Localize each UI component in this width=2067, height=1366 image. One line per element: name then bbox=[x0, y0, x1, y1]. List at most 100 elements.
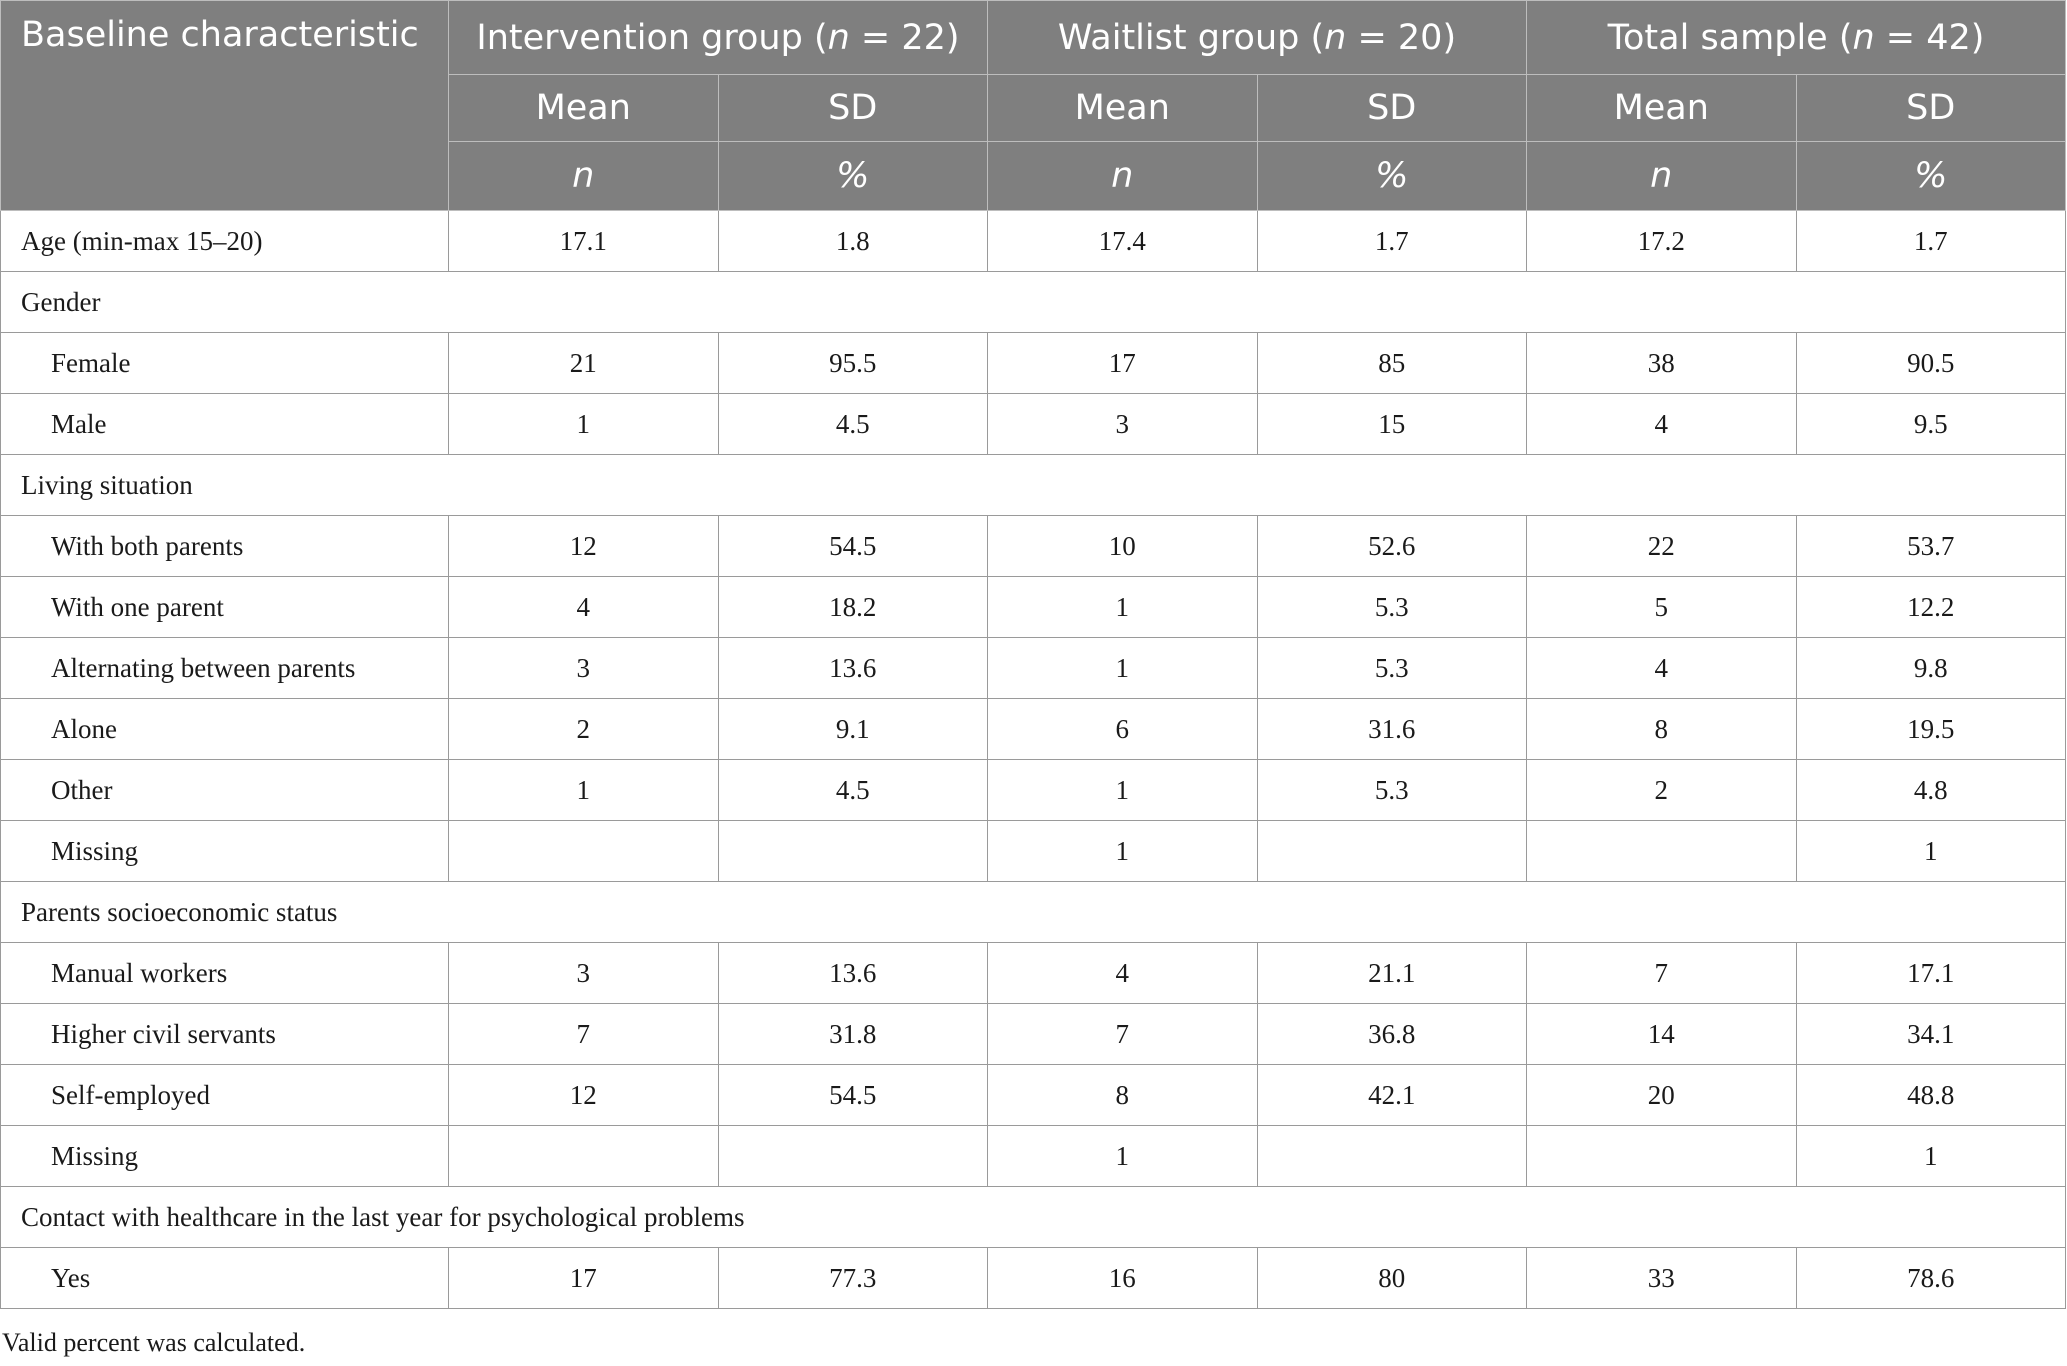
table-cell: 14 bbox=[1526, 1003, 1797, 1065]
row-label: Yes bbox=[0, 1247, 449, 1309]
header-percent: % bbox=[717, 141, 988, 211]
table-row: Missing 1 1 bbox=[0, 1125, 2067, 1187]
table-cell: 1 bbox=[987, 637, 1258, 699]
table-cell: 80 bbox=[1256, 1247, 1528, 1309]
table-cell: 4.5 bbox=[717, 759, 988, 821]
table-cell: 13.6 bbox=[717, 942, 988, 1004]
table-cell: 4 bbox=[987, 942, 1258, 1004]
table-cell: 7 bbox=[1526, 942, 1797, 1004]
table-cell: 19.5 bbox=[1795, 698, 2067, 760]
table-cell: 7 bbox=[448, 1003, 719, 1065]
header-percent: % bbox=[1795, 141, 2067, 211]
table-cell: 16 bbox=[987, 1247, 1258, 1309]
header-percent: % bbox=[1256, 141, 1528, 211]
header-n: n bbox=[448, 141, 719, 211]
table-cell: 12 bbox=[448, 515, 719, 577]
table-row: Manual workers 3 13.6 4 21.1 7 17.1 bbox=[0, 942, 2067, 1004]
table-cell: 31.6 bbox=[1256, 698, 1528, 760]
table-section-row: Gender bbox=[0, 271, 2067, 333]
table-cell: 42.1 bbox=[1256, 1064, 1528, 1126]
table-body: Age (min-max 15–20) 17.1 1.8 17.4 1.7 17.2 1.7… bbox=[0, 210, 2067, 1309]
row-label: Other bbox=[0, 759, 449, 821]
row-label: With one parent bbox=[0, 576, 449, 638]
table-cell bbox=[717, 820, 988, 882]
row-label: Self-employed bbox=[0, 1064, 449, 1126]
table-cell: 1 bbox=[987, 820, 1258, 882]
header-row-groups: Baseline characteristic Intervention gro… bbox=[0, 0, 2067, 211]
table-cell: 48.8 bbox=[1795, 1064, 2067, 1126]
table-cell: 9.5 bbox=[1795, 393, 2067, 455]
section-label: Gender bbox=[0, 271, 2067, 333]
table-cell: 20 bbox=[1526, 1064, 1797, 1126]
table-cell: 38 bbox=[1526, 332, 1797, 394]
table-cell: 5.3 bbox=[1256, 576, 1528, 638]
table-cell: 4 bbox=[1526, 393, 1797, 455]
table-cell bbox=[448, 1125, 719, 1187]
header-total-sample: Total sample (n = 42) bbox=[1526, 0, 2067, 75]
header-mean: Mean bbox=[448, 74, 719, 142]
table-cell: 1 bbox=[448, 759, 719, 821]
table-cell: 54.5 bbox=[717, 1064, 988, 1126]
table-cell: 7 bbox=[987, 1003, 1258, 1065]
table-cell: 9.8 bbox=[1795, 637, 2067, 699]
table-footnote: Valid percent was calculated. bbox=[2, 1328, 306, 1357]
table-cell: 12 bbox=[448, 1064, 719, 1126]
table-cell: 5.3 bbox=[1256, 637, 1528, 699]
group-n-value: = 42 bbox=[1874, 17, 1971, 58]
group-label: Intervention group bbox=[476, 17, 803, 58]
table-cell: 3 bbox=[987, 393, 1258, 455]
table-row: With one parent 4 18.2 1 5.3 5 12.2 bbox=[0, 576, 2067, 638]
table-cell: 5 bbox=[1526, 576, 1797, 638]
table-cell bbox=[1256, 820, 1528, 882]
table-cell: 3 bbox=[448, 942, 719, 1004]
row-label: Missing bbox=[0, 1125, 449, 1187]
baseline-characteristics-table: Baseline characteristic Intervention gro… bbox=[0, 0, 2067, 1309]
group-n-value: = 20 bbox=[1346, 17, 1443, 58]
table-cell: 1 bbox=[448, 393, 719, 455]
table-cell: 1 bbox=[987, 576, 1258, 638]
table-row: Higher civil servants 7 31.8 7 36.8 14 34.1 bbox=[0, 1003, 2067, 1065]
table-cell: 6 bbox=[987, 698, 1258, 760]
header-row-counts: n % n % n % bbox=[1, 141, 2067, 211]
table-cell bbox=[448, 820, 719, 882]
table-cell: 1.7 bbox=[1256, 210, 1528, 272]
row-label: Age (min-max 15–20) bbox=[0, 210, 449, 272]
table-cell: 17.4 bbox=[987, 210, 1258, 272]
table-row: Missing 1 1 bbox=[0, 820, 2067, 882]
row-label: Missing bbox=[0, 820, 449, 882]
table-cell: 52.6 bbox=[1256, 515, 1528, 577]
table-cell: 2 bbox=[448, 698, 719, 760]
section-label: Living situation bbox=[0, 454, 2067, 516]
table-cell: 33 bbox=[1526, 1247, 1797, 1309]
group-label: Waitlist group bbox=[1057, 17, 1300, 58]
table-cell: 22 bbox=[1526, 515, 1797, 577]
header-baseline-characteristic: Baseline characteristic bbox=[0, 0, 449, 211]
group-n-symbol: n bbox=[1324, 17, 1347, 58]
table-cell: 77.3 bbox=[717, 1247, 988, 1309]
table-cell: 8 bbox=[987, 1064, 1258, 1126]
table-row: Other 1 4.5 1 5.3 2 4.8 bbox=[0, 759, 2067, 821]
table-section-row: Living situation bbox=[0, 454, 2067, 516]
table-cell: 12.2 bbox=[1795, 576, 2067, 638]
table-cell: 4 bbox=[448, 576, 719, 638]
table-cell: 3 bbox=[448, 637, 719, 699]
table-cell: 8 bbox=[1526, 698, 1797, 760]
table-cell: 1 bbox=[1795, 1125, 2067, 1187]
table-cell bbox=[1256, 1125, 1528, 1187]
table-header: Baseline characteristic Intervention gro… bbox=[0, 0, 2067, 211]
table-section-row: Parents socioeconomic status bbox=[0, 881, 2067, 943]
table-cell: 85 bbox=[1256, 332, 1528, 394]
table-cell bbox=[717, 1125, 988, 1187]
table-row: With both parents 12 54.5 10 52.6 22 53.7 bbox=[0, 515, 2067, 577]
table-cell: 15 bbox=[1256, 393, 1528, 455]
header-n: n bbox=[987, 141, 1258, 211]
table-row: Alone 2 9.1 6 31.6 8 19.5 bbox=[0, 698, 2067, 760]
row-label: Higher civil servants bbox=[0, 1003, 449, 1065]
table-row: Yes 17 77.3 16 80 33 78.6 bbox=[0, 1247, 2067, 1309]
header-sd: SD bbox=[1795, 74, 2067, 142]
row-label: Manual workers bbox=[0, 942, 449, 1004]
table-cell: 10 bbox=[987, 515, 1258, 577]
table-cell: 1.8 bbox=[717, 210, 988, 272]
table-cell: 4 bbox=[1526, 637, 1797, 699]
table-cell: 17.1 bbox=[1795, 942, 2067, 1004]
